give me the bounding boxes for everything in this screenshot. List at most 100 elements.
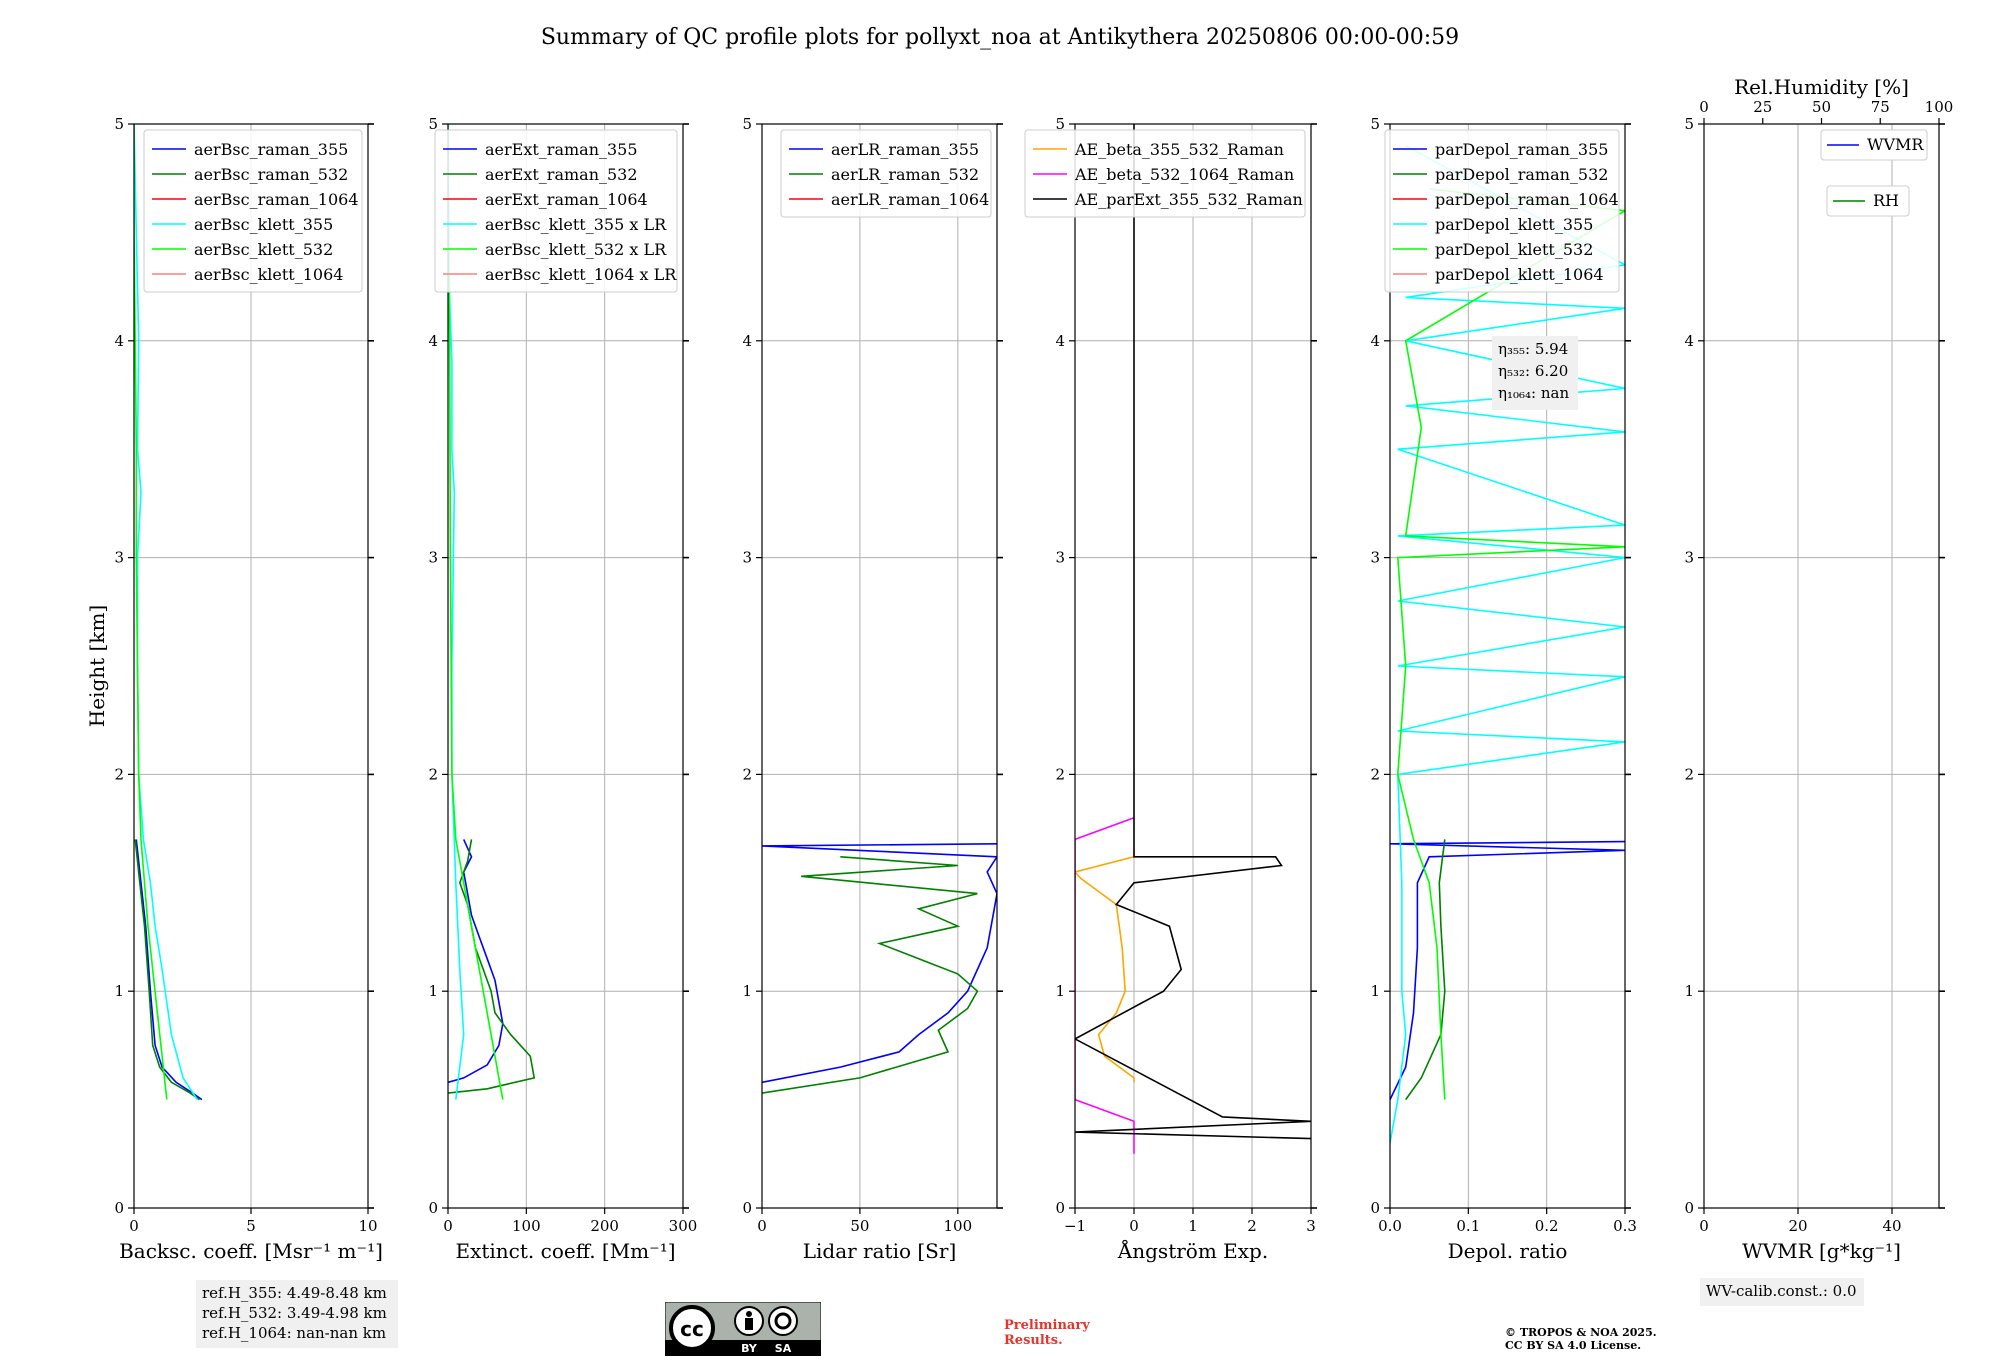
y-tick-label: 2 (114, 765, 124, 783)
series-group (762, 843, 997, 1094)
panel-2: 0 100 200 300 0 1 2 3 4 5 Extinct. coeff. [Mm⁻¹] ae… (428, 115, 697, 1263)
legend-label: aerBsc_klett_532 (194, 240, 333, 259)
x-axis-label: WVMR [g*kg⁻¹] (1742, 1239, 1901, 1263)
y-tick-label: 0 (114, 1199, 124, 1217)
x-tick-label: 0 (1129, 1217, 1139, 1235)
figure-title: Summary of QC profile plots for pollyxt_… (541, 25, 1459, 50)
series-line-parDepol_raman_532 (1405, 839, 1446, 1101)
annotation-box (196, 1280, 398, 1348)
y-tick-label: 1 (114, 982, 124, 1000)
x-tick-label: 2 (1247, 1217, 1257, 1235)
legend-box (1024, 129, 1306, 218)
series-line-aerLR_raman_355 (762, 843, 997, 1084)
series-line-aerExt_raman_355 (448, 839, 504, 1084)
x-tick-label: 3 (1306, 1217, 1316, 1235)
x-tick-label: 0.1 (1456, 1217, 1480, 1235)
legend-label: AE_parExt_355_532_Raman (1074, 190, 1303, 209)
legend-label: AE_beta_532_1064_Raman (1074, 165, 1294, 184)
top-axis-label: Rel.Humidity [%] (1734, 75, 1909, 99)
legend-label: RH (1873, 191, 1899, 210)
x-tick-label: 0 (757, 1217, 767, 1235)
y-tick-label: 2 (1370, 765, 1380, 783)
legend-label: aerBsc_klett_532 x LR (485, 240, 667, 259)
x-tick-label: 10 (358, 1217, 377, 1235)
series-line-aerLR_raman_532 (762, 856, 979, 1094)
panel-1: 0 5 10 0 1 2 3 4 5 Backsc. coeff. [Msr⁻¹ m⁻¹] Heig… (85, 115, 398, 1348)
x-axis-label: Backsc. coeff. [Msr⁻¹ m⁻¹] (119, 1239, 383, 1263)
series-line-parDepol_raman_355 (1390, 840, 1625, 1100)
x-tick-label: −1 (1064, 1217, 1086, 1235)
legend-box (1820, 129, 1928, 161)
legend-box (780, 129, 992, 218)
y-tick-label: 2 (1055, 765, 1065, 783)
preliminary-note-line1: Preliminary (1004, 1318, 1090, 1333)
series-line-AE_beta_355_532_Raman (1075, 850, 1135, 1083)
y-tick-label: 0 (1055, 1199, 1065, 1217)
x-axis-label: Ångström Exp. (1117, 1238, 1268, 1263)
legend-box (434, 129, 678, 293)
legend-label: parDepol_klett_355 (1435, 215, 1593, 234)
legend-label: aerLR_raman_532 (831, 165, 979, 184)
legend-label: aerBsc_klett_355 (194, 215, 333, 234)
axes-frame (1389, 123, 1626, 1209)
legend-label: AE_beta_355_532_Raman (1074, 140, 1284, 159)
legend-label: parDepol_raman_532 (1435, 165, 1608, 184)
x-tick-label: 300 (669, 1217, 698, 1235)
annotation-text: η₁₀₆₄: nan (1498, 384, 1569, 402)
y-tick-label: 4 (1684, 332, 1694, 350)
series-group (1390, 144, 1625, 1144)
series-group (1075, 124, 1311, 1154)
legend-label: aerExt_raman_1064 (485, 190, 648, 209)
series-group (134, 124, 203, 1101)
y-tick-label: 0 (1370, 1199, 1380, 1217)
y-tick-label: 0 (428, 1199, 438, 1217)
axes-frame (761, 123, 998, 1209)
legend-label: aerLR_raman_1064 (831, 190, 989, 209)
panel-6: 0 20 40 0 1 2 3 4 5 WVMR [g*kg⁻¹] 0 25 50 75 100 Rel.Hu… (1684, 75, 1953, 1306)
top-tick-label: 100 (1925, 98, 1954, 116)
copyright-line1: © TROPOS & NOA 2025. (1505, 1326, 1657, 1339)
x-tick-label: 0 (443, 1217, 453, 1235)
legend-label: aerLR_raman_355 (831, 140, 979, 159)
x-tick-label: 40 (1882, 1217, 1901, 1235)
series-line-parDepol_klett_355 (1390, 144, 1625, 1144)
legend-box (1826, 185, 1910, 217)
y-tick-label: 4 (1055, 332, 1065, 350)
y-tick-label: 1 (1055, 982, 1065, 1000)
legend-box (143, 129, 363, 293)
cc-license-badge: cc BY SA (665, 1302, 821, 1356)
y-tick-label: 3 (1370, 549, 1380, 567)
x-axis-label: Lidar ratio [Sr] (803, 1239, 957, 1263)
x-tick-label: 100 (944, 1217, 973, 1235)
annotation-box (1492, 336, 1578, 410)
cc-icon (669, 1305, 715, 1351)
annotation-text: ref.H_1064: nan-nan km (202, 1324, 386, 1342)
x-tick-label: 200 (590, 1217, 619, 1235)
axes-frame (1703, 123, 1940, 1209)
series-group (448, 124, 536, 1100)
x-tick-label: 0 (1699, 1217, 1709, 1235)
y-tick-label: 2 (742, 765, 752, 783)
legend-label: aerExt_raman_355 (485, 140, 638, 159)
annotation-text: WV-calib.const.: 0.0 (1706, 1282, 1857, 1300)
series-line-AE_parExt_355_532_Raman (1075, 124, 1311, 1140)
x-tick-label: 0.2 (1535, 1217, 1559, 1235)
y-tick-label: 1 (428, 982, 438, 1000)
footer: Preliminary Results. © TROPOS & NOA 2025… (1004, 1318, 1657, 1352)
x-axis-label: Extinct. coeff. [Mm⁻¹] (455, 1239, 675, 1263)
badge-by-label: BY (741, 1342, 758, 1355)
x-tick-label: 0.3 (1613, 1217, 1637, 1235)
sa-sharealike-icon (768, 1306, 798, 1336)
y-tick-label: 1 (742, 982, 752, 1000)
legend-box (1384, 129, 1620, 293)
annotation-text: η₃₅₅: 5.94 (1498, 340, 1568, 358)
preliminary-note-line2: Results. (1004, 1333, 1063, 1348)
y-tick-label: 3 (428, 549, 438, 567)
y-tick-label: 5 (428, 115, 438, 133)
y-tick-label: 0 (1684, 1199, 1694, 1217)
legend-label: aerBsc_klett_1064 (194, 265, 343, 284)
annotation-text: η₅₃₂: 6.20 (1498, 362, 1568, 380)
y-tick-label: 2 (1684, 765, 1694, 783)
x-tick-label: 0 (129, 1217, 139, 1235)
